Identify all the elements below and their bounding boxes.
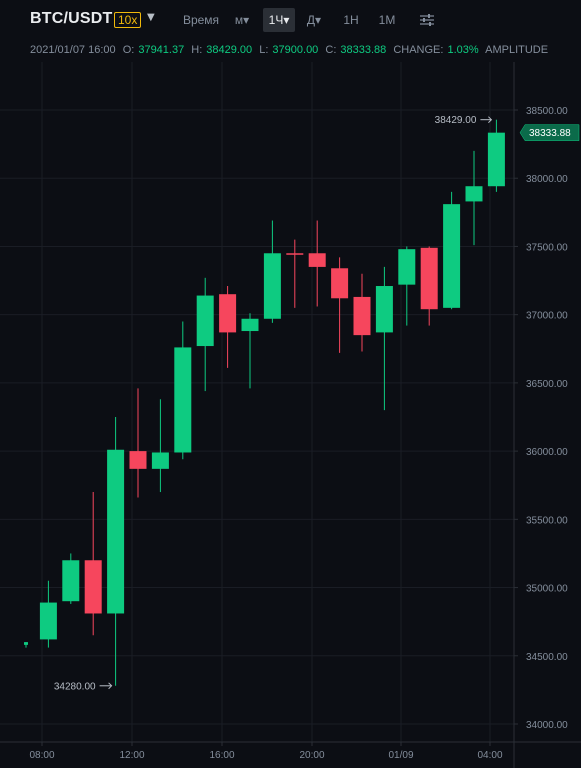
candle-body [331, 268, 349, 299]
ohlc-change-value: 1.03% [447, 44, 479, 56]
high-price-label: 38429.00 [435, 115, 477, 126]
ohlc-open-value: 37941.37 [138, 44, 185, 56]
candle-body [286, 253, 304, 255]
ohlc-close-value: 38333.88 [340, 44, 387, 56]
candle-body [107, 449, 125, 614]
y-tick-label: 34500.00 [526, 652, 568, 663]
x-tick-label: 16:00 [209, 750, 234, 761]
y-tick-label: 34000.00 [526, 720, 568, 731]
timeframe-week[interactable]: 1Н [343, 13, 359, 27]
candle-body [241, 318, 259, 332]
candle-body [308, 253, 326, 267]
candle-body [465, 186, 483, 202]
x-tick-label: 20:00 [299, 750, 324, 761]
ohlc-amplitude-label: AMPLITUDE [485, 44, 549, 56]
pair-dropdown-icon[interactable]: ▼ [147, 12, 155, 23]
x-tick-label: 01/09 [388, 750, 413, 761]
timeframe-hour[interactable]: 1Ч▾ [263, 8, 295, 32]
ohlc-legend: 2021/01/07 16:00 O: 37941.37 H: 38429.00 L… [30, 44, 552, 56]
x-tick-label: 08:00 [29, 750, 54, 761]
x-tick-label: 12:00 [119, 750, 144, 761]
y-tick-label: 38000.00 [526, 174, 568, 185]
candle-body [196, 295, 214, 347]
candle-body [174, 347, 192, 453]
low-arrow-head [108, 682, 113, 690]
ohlc-high-value: 38429.00 [206, 44, 253, 56]
candle-body [487, 132, 505, 187]
last-price-tag [519, 124, 580, 141]
candle-body [84, 560, 102, 614]
timeframe-minutes[interactable]: м▾ [234, 13, 250, 27]
timeframe-time[interactable]: Время [182, 13, 220, 27]
sliders-icon[interactable] [420, 13, 434, 27]
leverage-badge[interactable]: 10x [114, 12, 142, 28]
candle-body [151, 452, 169, 469]
last-price-label: 38333.88 [529, 128, 571, 139]
y-tick-label: 37000.00 [526, 311, 568, 322]
y-tick-label: 37500.00 [526, 242, 568, 253]
candle-body [129, 451, 147, 469]
candle-body [398, 249, 416, 285]
pair-title[interactable]: BTC/USDT [30, 10, 113, 27]
ohlc-high-label: H: [191, 44, 203, 56]
ohlc-low-value: 37900.00 [272, 44, 319, 56]
candle-body [24, 642, 28, 645]
candle-body [375, 286, 393, 333]
chart-toolbar: BTC/USDT 10x ▼ Время м▾ 1Ч▾ Д▾ 1Н 1М [0, 0, 581, 40]
ohlc-low-label: L: [259, 44, 269, 56]
y-tick-label: 35000.00 [526, 584, 568, 595]
candle-body [353, 296, 371, 336]
ohlc-datetime: 2021/01/07 16:00 [30, 44, 116, 56]
candle-body [219, 294, 237, 333]
candle-body [62, 560, 80, 602]
y-tick-label: 38500.00 [526, 106, 568, 117]
timeframe-day[interactable]: Д▾ [306, 13, 322, 27]
low-price-label: 34280.00 [54, 681, 96, 692]
ohlc-change-label: CHANGE: [393, 44, 444, 56]
y-tick-label: 36500.00 [526, 379, 568, 390]
ohlc-open-label: O: [122, 44, 135, 56]
candle-body [39, 602, 57, 640]
x-tick-label: 04:00 [477, 750, 502, 761]
y-tick-label: 36000.00 [526, 447, 568, 458]
candle-body [263, 253, 281, 319]
ohlc-close-label: C: [325, 44, 337, 56]
candle-body [443, 204, 461, 308]
timeframe-month[interactable]: 1М [378, 13, 396, 27]
high-arrow-head [488, 116, 493, 124]
y-tick-label: 35500.00 [526, 515, 568, 526]
candle-body [420, 247, 438, 310]
